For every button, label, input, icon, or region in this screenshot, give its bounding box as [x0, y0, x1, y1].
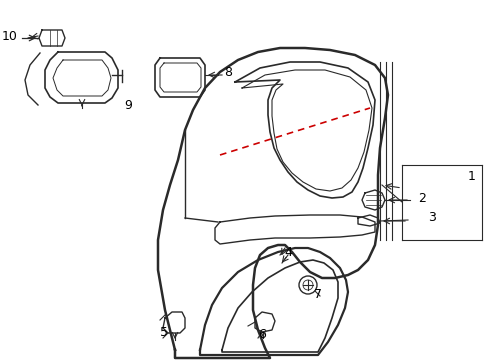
Text: 2: 2 [417, 192, 425, 204]
Text: 8: 8 [224, 66, 231, 78]
Text: 9: 9 [124, 99, 132, 112]
Text: 10: 10 [2, 30, 18, 42]
Text: 4: 4 [284, 246, 291, 258]
Text: 5: 5 [160, 327, 168, 339]
Text: 7: 7 [313, 288, 321, 302]
Text: 3: 3 [427, 211, 435, 224]
Text: 1: 1 [467, 170, 475, 183]
Text: 6: 6 [258, 328, 265, 341]
